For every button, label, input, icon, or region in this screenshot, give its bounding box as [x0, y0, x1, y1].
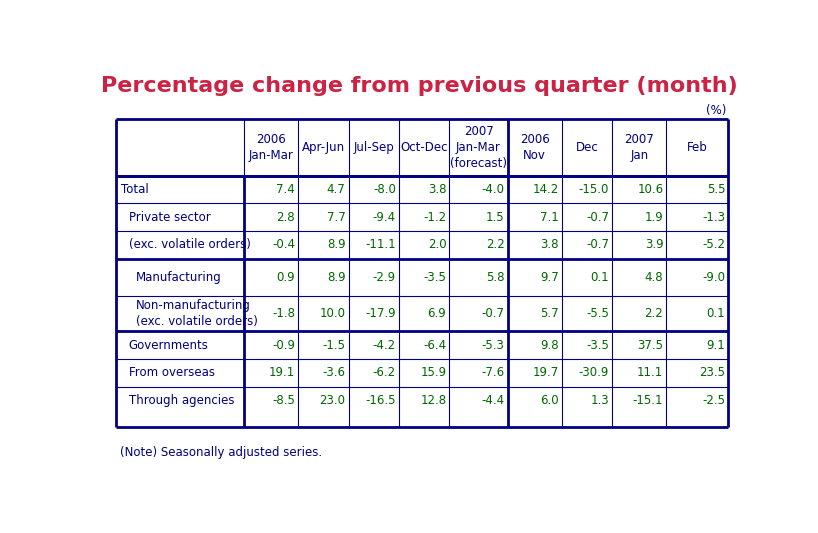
Text: From overseas: From overseas — [128, 366, 214, 379]
Text: -17.9: -17.9 — [366, 307, 396, 320]
Text: 1.3: 1.3 — [591, 394, 609, 407]
Text: Governments: Governments — [128, 338, 209, 351]
Text: (exc. volatile orders): (exc. volatile orders) — [128, 238, 250, 252]
Text: Dec: Dec — [576, 141, 599, 154]
Text: -15.0: -15.0 — [578, 183, 609, 196]
Text: 7.1: 7.1 — [540, 211, 559, 224]
Text: 3.9: 3.9 — [645, 238, 663, 252]
Text: 6.0: 6.0 — [540, 394, 559, 407]
Text: 4.7: 4.7 — [327, 183, 345, 196]
Text: -2.5: -2.5 — [703, 394, 726, 407]
Text: -5.5: -5.5 — [587, 307, 609, 320]
Text: -3.6: -3.6 — [322, 366, 345, 379]
Text: 2007
Jan: 2007 Jan — [624, 133, 654, 161]
Text: 1.9: 1.9 — [645, 211, 663, 224]
Text: (%): (%) — [706, 104, 726, 117]
Text: -4.4: -4.4 — [481, 394, 505, 407]
Text: 0.1: 0.1 — [591, 271, 609, 284]
Text: 15.9: 15.9 — [420, 366, 447, 379]
Text: Feb: Feb — [687, 141, 708, 154]
Text: 19.7: 19.7 — [533, 366, 559, 379]
Text: -1.2: -1.2 — [423, 211, 447, 224]
Text: 5.5: 5.5 — [707, 183, 726, 196]
Text: 9.1: 9.1 — [707, 338, 726, 351]
Text: -15.1: -15.1 — [633, 394, 663, 407]
Text: -16.5: -16.5 — [366, 394, 396, 407]
Text: Through agencies: Through agencies — [128, 394, 234, 407]
Text: -0.7: -0.7 — [587, 211, 609, 224]
Text: 2006
Nov: 2006 Nov — [519, 133, 550, 161]
Text: 9.7: 9.7 — [540, 271, 559, 284]
Text: -0.7: -0.7 — [587, 238, 609, 252]
Text: -30.9: -30.9 — [578, 366, 609, 379]
Text: -6.4: -6.4 — [423, 338, 447, 351]
Text: -7.6: -7.6 — [481, 366, 505, 379]
Text: -3.5: -3.5 — [424, 271, 447, 284]
Text: -5.3: -5.3 — [482, 338, 505, 351]
Text: 19.1: 19.1 — [269, 366, 295, 379]
Text: Apr-Jun: Apr-Jun — [302, 141, 345, 154]
Text: 4.8: 4.8 — [645, 271, 663, 284]
Text: 23.0: 23.0 — [320, 394, 345, 407]
Text: -9.4: -9.4 — [373, 211, 396, 224]
Text: 9.8: 9.8 — [540, 338, 559, 351]
Text: 7.4: 7.4 — [276, 183, 295, 196]
Text: 37.5: 37.5 — [637, 338, 663, 351]
Text: 8.9: 8.9 — [327, 238, 345, 252]
Text: -0.4: -0.4 — [272, 238, 295, 252]
Text: -4.2: -4.2 — [373, 338, 396, 351]
Text: 2.2: 2.2 — [486, 238, 505, 252]
Text: 12.8: 12.8 — [420, 394, 447, 407]
Text: -1.5: -1.5 — [322, 338, 345, 351]
Text: Non-manufacturing
(exc. volatile orders): Non-manufacturing (exc. volatile orders) — [137, 299, 258, 328]
Text: Manufacturing: Manufacturing — [137, 271, 222, 284]
Text: -0.9: -0.9 — [272, 338, 295, 351]
Text: -1.8: -1.8 — [272, 307, 295, 320]
Text: -1.3: -1.3 — [703, 211, 726, 224]
Text: 23.5: 23.5 — [699, 366, 726, 379]
Text: Oct-Dec: Oct-Dec — [401, 141, 448, 154]
Text: 5.8: 5.8 — [486, 271, 505, 284]
Text: -0.7: -0.7 — [482, 307, 505, 320]
Text: 2.0: 2.0 — [428, 238, 447, 252]
Text: Private sector: Private sector — [128, 211, 210, 224]
Text: 7.7: 7.7 — [327, 211, 345, 224]
Text: -2.9: -2.9 — [373, 271, 396, 284]
Text: 2.8: 2.8 — [276, 211, 295, 224]
Text: (Note) Seasonally adjusted series.: (Note) Seasonally adjusted series. — [120, 446, 322, 459]
Text: -8.5: -8.5 — [272, 394, 295, 407]
Text: 2.2: 2.2 — [645, 307, 663, 320]
Text: -5.2: -5.2 — [703, 238, 726, 252]
Text: 6.9: 6.9 — [428, 307, 447, 320]
Text: -3.5: -3.5 — [587, 338, 609, 351]
Text: -4.0: -4.0 — [482, 183, 505, 196]
Text: 0.9: 0.9 — [276, 271, 295, 284]
Text: Jul-Sep: Jul-Sep — [353, 141, 394, 154]
Text: -6.2: -6.2 — [373, 366, 396, 379]
Text: 2006
Jan-Mar: 2006 Jan-Mar — [249, 133, 294, 161]
Text: 0.1: 0.1 — [707, 307, 726, 320]
Text: 14.2: 14.2 — [533, 183, 559, 196]
Text: 8.9: 8.9 — [327, 271, 345, 284]
Text: 10.6: 10.6 — [637, 183, 663, 196]
Text: 10.0: 10.0 — [320, 307, 345, 320]
Text: 5.7: 5.7 — [540, 307, 559, 320]
Text: 1.5: 1.5 — [486, 211, 505, 224]
Text: 2007
Jan-Mar
(forecast): 2007 Jan-Mar (forecast) — [450, 125, 507, 169]
Text: -8.0: -8.0 — [373, 183, 396, 196]
Text: 3.8: 3.8 — [540, 238, 559, 252]
Text: 11.1: 11.1 — [637, 366, 663, 379]
Text: Percentage change from previous quarter (month): Percentage change from previous quarter … — [101, 76, 738, 95]
Text: -11.1: -11.1 — [366, 238, 396, 252]
Text: -9.0: -9.0 — [703, 271, 726, 284]
Text: 3.8: 3.8 — [428, 183, 447, 196]
Text: Total: Total — [121, 183, 149, 196]
